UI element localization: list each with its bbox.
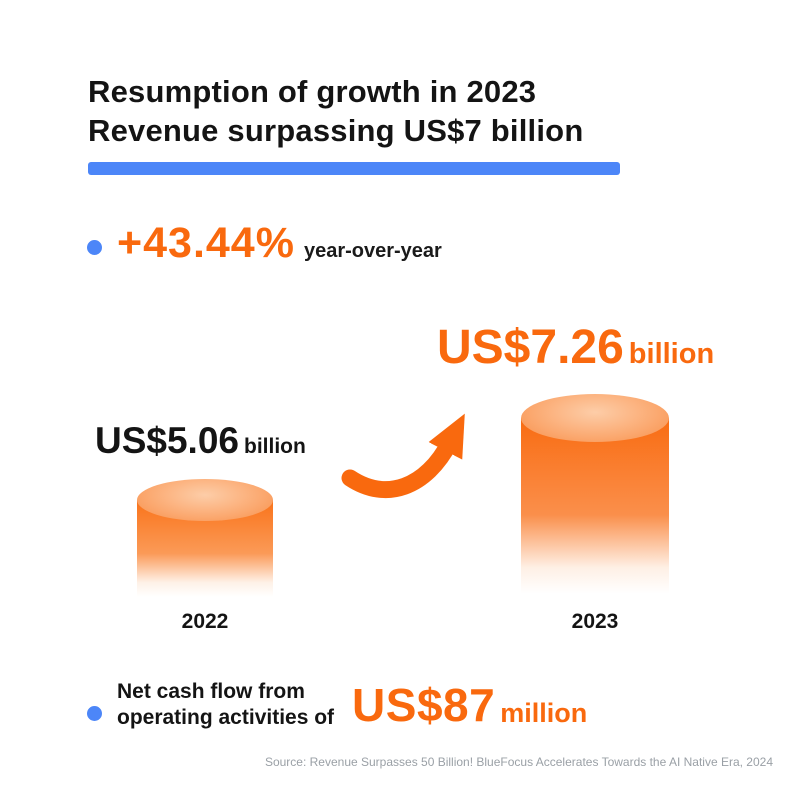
bar-2023-cylinder bbox=[521, 394, 669, 594]
growth-value: +43.44% bbox=[117, 219, 295, 267]
bar-2023-top-ellipse bbox=[521, 394, 669, 442]
cashflow-value: US$87 bbox=[352, 679, 496, 731]
cashflow-unit: million bbox=[500, 698, 588, 728]
bar-2022-cylinder bbox=[137, 479, 273, 597]
growth-arrow-icon bbox=[341, 413, 465, 499]
bullet-dot-icon bbox=[87, 240, 102, 255]
value-unit-2022: billion bbox=[244, 435, 306, 458]
bar-2022-top-ellipse bbox=[137, 479, 273, 521]
value-unit-2023: billion bbox=[628, 338, 715, 370]
cashflow-label-line-1: Net cash flow from bbox=[117, 680, 305, 703]
revenue-bar-chart: US$5.06 billion US$7.26 billion 2022 202… bbox=[0, 300, 800, 645]
axis-label-2023: 2023 bbox=[571, 610, 619, 633]
cashflow-label: Net cash flow from operating activities … bbox=[117, 679, 334, 731]
cashflow-label-line-2: operating activities of bbox=[117, 706, 335, 729]
value-label-2022: US$5.06 billion bbox=[95, 420, 306, 462]
value-label-2023: US$7.26 billion bbox=[437, 320, 714, 375]
title-line-2: Revenue surpassing US$7 billion bbox=[88, 113, 584, 148]
cashflow-stat: Net cash flow from operating activities … bbox=[117, 678, 587, 732]
value-amount-2023: US$7.26 bbox=[437, 321, 624, 374]
value-amount-2022: US$5.06 bbox=[95, 420, 239, 461]
source-citation: Source: Revenue Surpasses 50 Billion! Bl… bbox=[264, 755, 773, 769]
title-line-1: Resumption of growth in 2023 bbox=[88, 74, 537, 109]
bullet-dot-icon bbox=[87, 706, 102, 721]
growth-label: year-over-year bbox=[303, 240, 442, 262]
title-underline bbox=[88, 162, 620, 175]
page-title: Resumption of growth in 2023 Revenue sur… bbox=[88, 72, 583, 150]
bar-2023-body bbox=[521, 418, 669, 594]
axis-label-2022: 2022 bbox=[181, 610, 229, 633]
growth-stat: +43.44% year-over-year bbox=[117, 219, 442, 268]
